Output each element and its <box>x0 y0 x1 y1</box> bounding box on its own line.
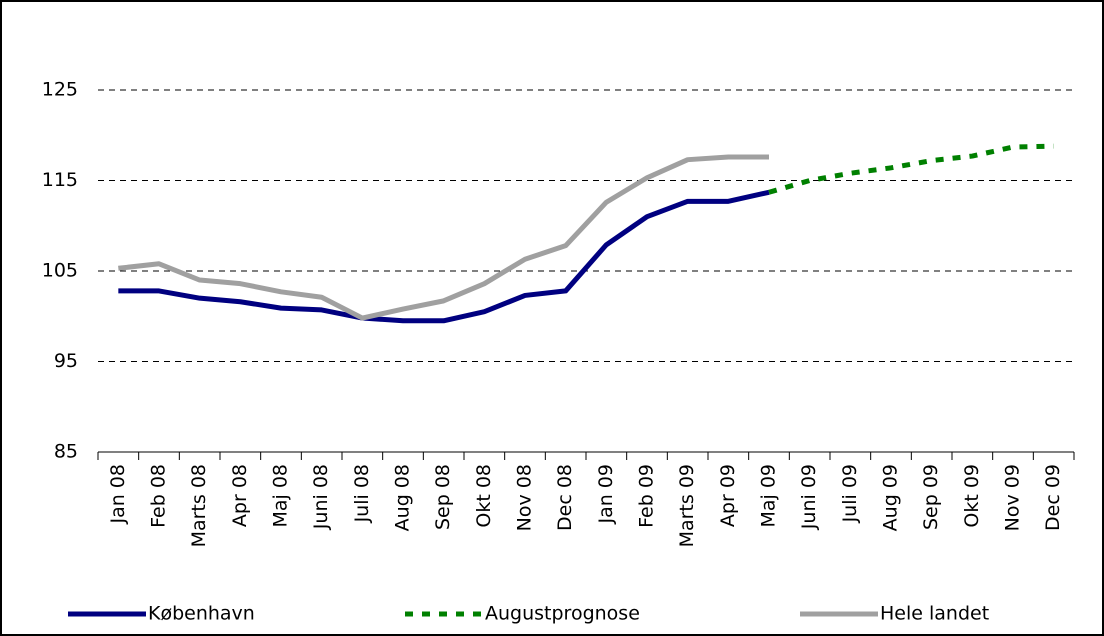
x-tick-label: Okt 08 <box>473 464 495 528</box>
y-tick-label: 85 <box>54 441 78 463</box>
line-series <box>768 143 1054 195</box>
x-tick-label: Marts 09 <box>676 464 698 547</box>
x-tick-label: Feb 09 <box>636 464 658 528</box>
x-tick-label: Aug 08 <box>392 464 414 531</box>
x-tick-label: Okt 09 <box>961 464 983 528</box>
x-tick-label: Apr 08 <box>229 464 251 527</box>
legend-label: Augustprognose <box>485 603 640 625</box>
x-tick-label: Jan 08 <box>107 464 129 525</box>
x-tick-label: Juli 09 <box>839 464 861 523</box>
x-tick-label: Apr 09 <box>717 464 739 527</box>
x-tick-label: Sep 09 <box>920 464 942 530</box>
legend-label: København <box>148 603 255 625</box>
legend-label: Hele landet <box>880 603 989 625</box>
x-tick-label: Juni 09 <box>798 464 820 530</box>
y-tick-label: 95 <box>54 350 78 372</box>
line-series <box>118 189 770 324</box>
y-tick-label: 125 <box>42 79 78 101</box>
x-tick-label: Maj 09 <box>758 464 780 528</box>
x-tick-label: Jan 09 <box>595 464 617 525</box>
x-tick-label: Maj 08 <box>270 464 292 528</box>
x-tick-label: Dec 09 <box>1042 464 1064 531</box>
y-tick-label: 115 <box>42 169 78 191</box>
x-tick-label: Aug 09 <box>880 464 902 531</box>
x-tick-label: Marts 08 <box>188 464 210 547</box>
x-tick-label: Juli 08 <box>351 464 373 523</box>
x-tick-label: Dec 08 <box>554 464 576 531</box>
line-series <box>118 154 769 321</box>
y-tick-label: 105 <box>42 260 78 282</box>
x-tick-label: Nov 08 <box>514 464 536 531</box>
x-tick-label: Juni 08 <box>310 464 332 530</box>
x-tick-label: Nov 09 <box>1002 464 1024 531</box>
x-tick-label: Feb 08 <box>148 464 170 528</box>
x-tick-label: Sep 08 <box>432 464 454 530</box>
